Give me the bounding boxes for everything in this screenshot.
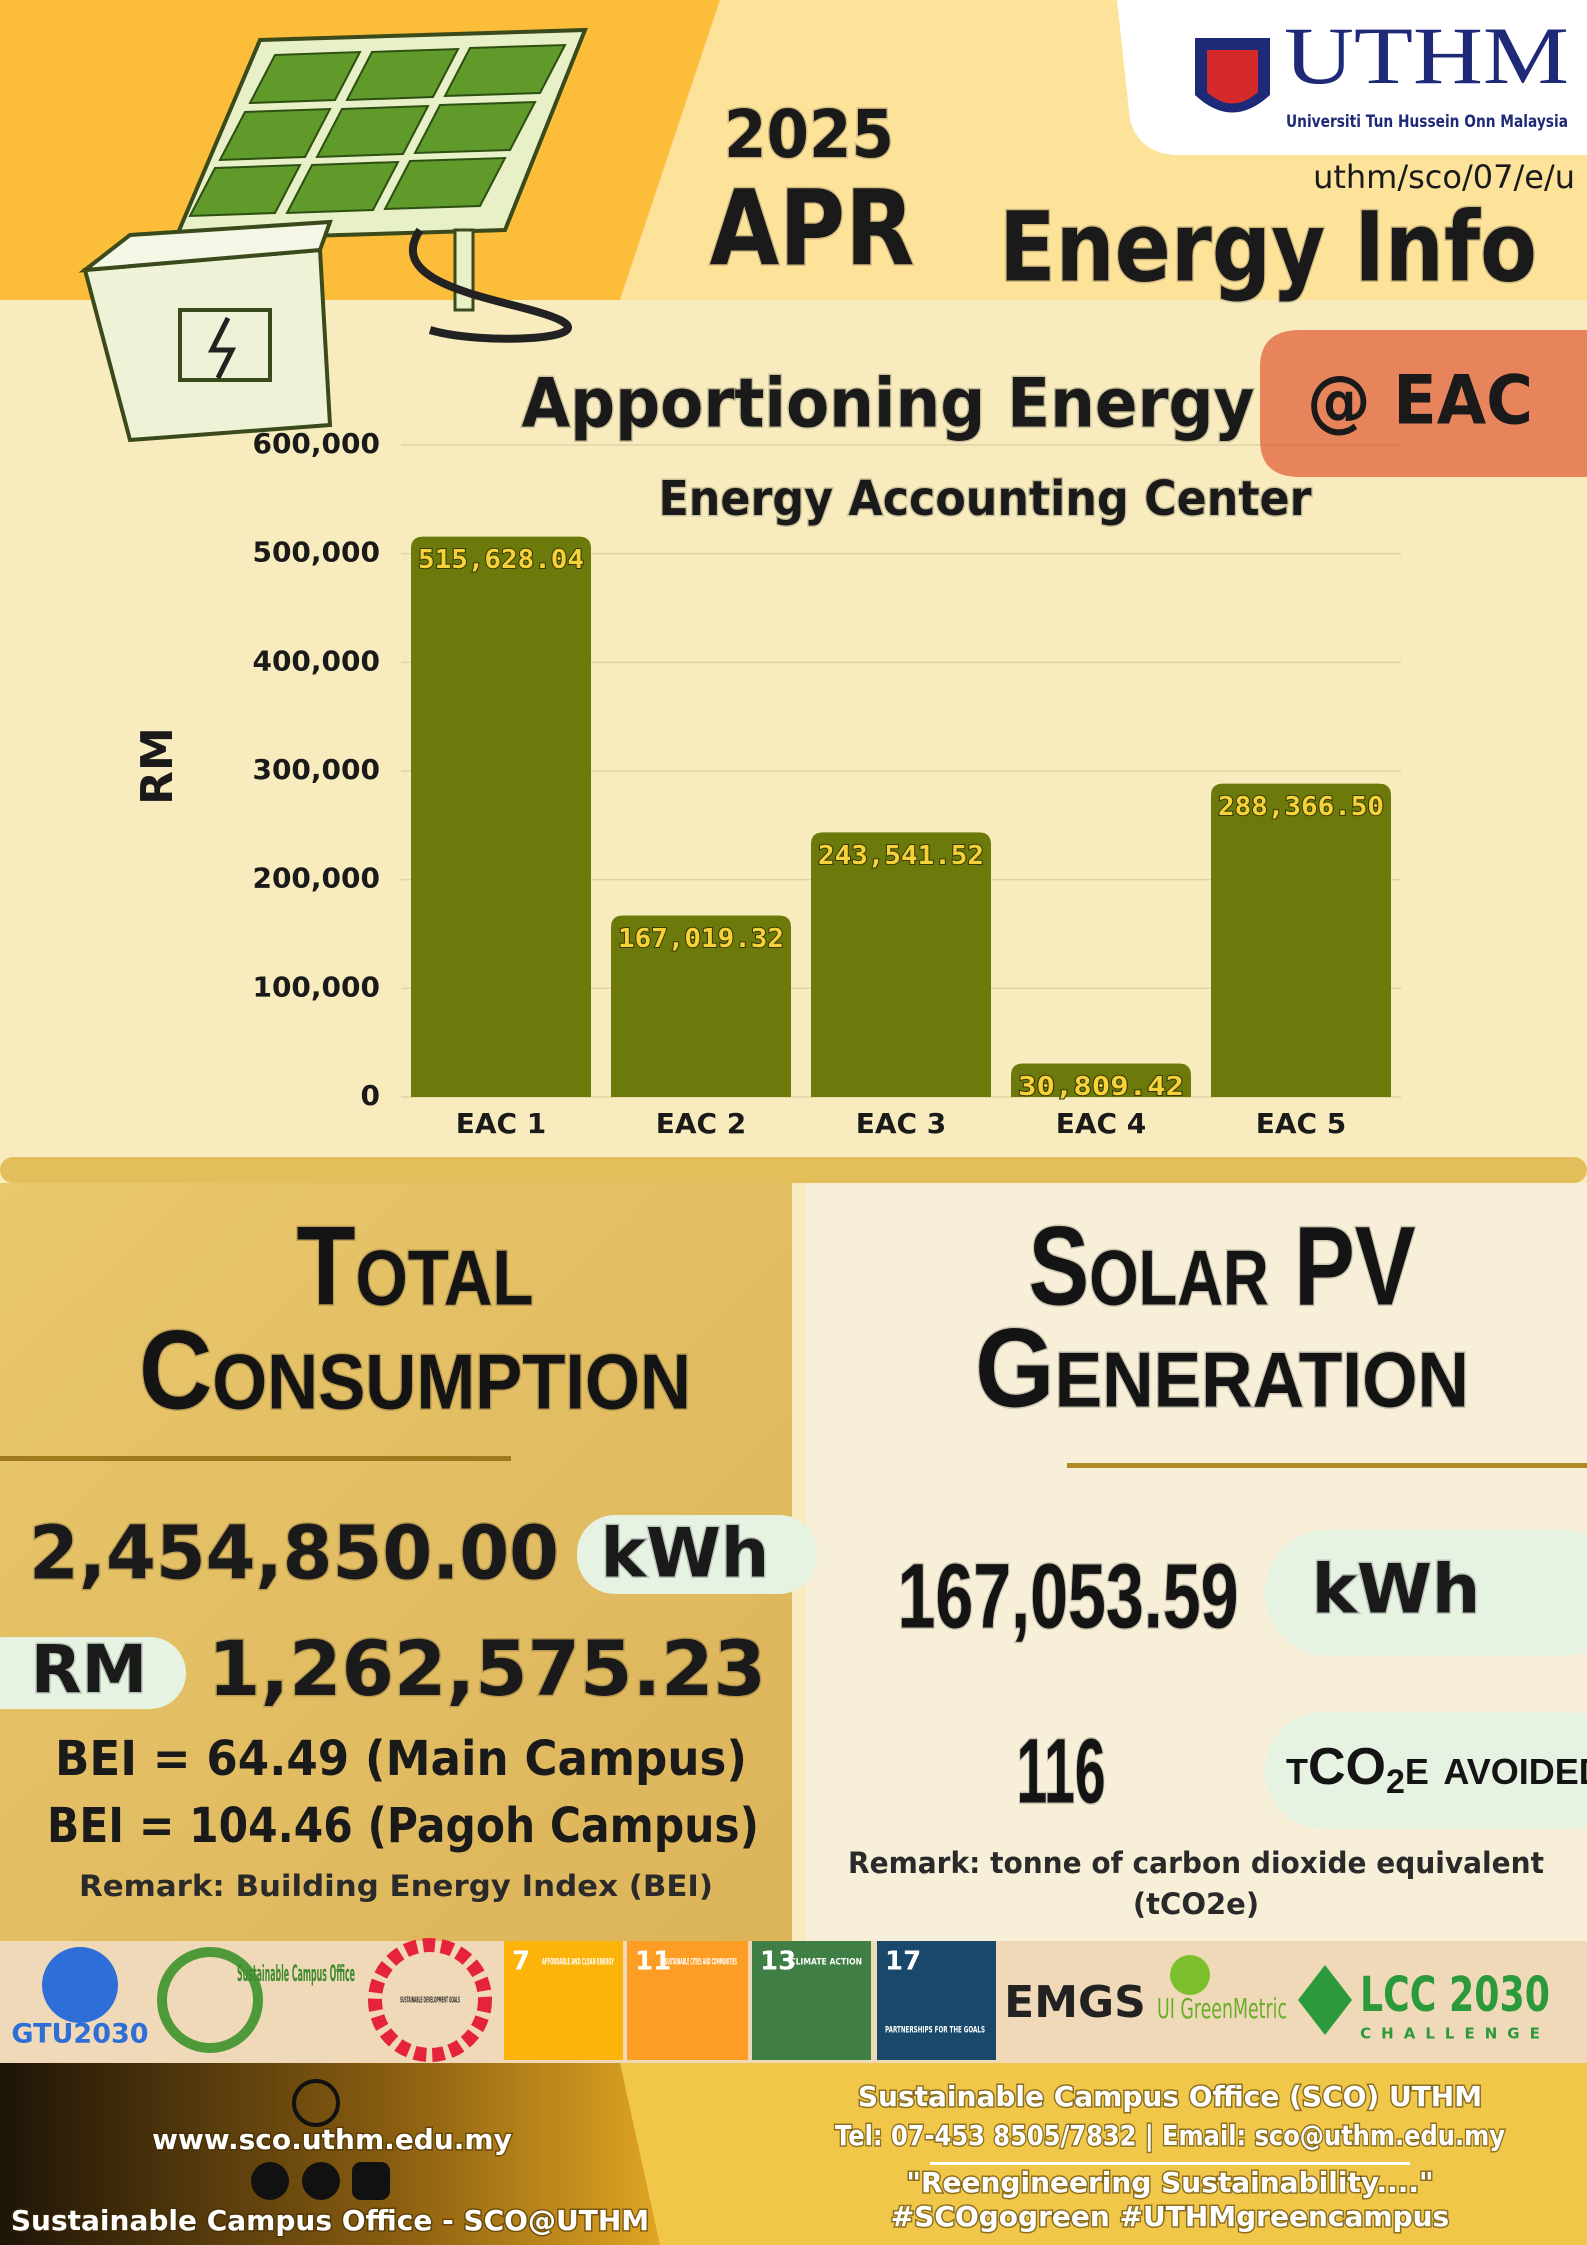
sdg-label: PARTNERSHIPS FOR THE GOALS (885, 2026, 985, 2036)
y-tick-label: 400,000 (252, 644, 380, 677)
unit-pill (1265, 1530, 1587, 1656)
solar-kwh-unit: kWh (1312, 1551, 1481, 1630)
sdg-number: 7 (512, 1947, 530, 1977)
value-label: 515,628.04 (418, 545, 584, 575)
underline (0, 1456, 511, 1461)
sdg-label: CLIMATE ACTION (790, 1958, 862, 1968)
bar-chart: 0 100,000 200,000 300,000 400,000 500,000 600,… (252, 427, 1401, 1140)
rm-value: 1,262,575.23 (208, 1624, 766, 1713)
footer-rule (930, 2162, 1410, 2165)
contact: Tel: 07-453 8505/7832 | Email: sco@uthm.… (835, 2119, 1505, 2152)
x-tick-label: EAC 2 (656, 1107, 747, 1140)
logo-sco: Sustainable Campus Office (237, 1962, 355, 1987)
underline (1067, 1463, 1587, 1468)
sdg-number: 11 (635, 1947, 671, 1977)
sdg-tiles: 7 AFFORDABLE AND CLEAN ENERGY 11SUSTAINABL… (512, 1947, 985, 2036)
carbon-unit-sub: 2 (1386, 1763, 1405, 1801)
logo-lcc: LCC 2030 (1360, 1967, 1550, 2023)
x-tick-label: EAC 4 (1056, 1107, 1147, 1140)
sdg-label: AFFORDABLE AND CLEAN ENERGY (542, 1958, 614, 1968)
chart-title: Apportioning Energy (522, 365, 1255, 444)
value-label: 243,541.52 (818, 841, 984, 871)
office: Sustainable Campus Office (SCO) UTHM (858, 2080, 1482, 2113)
bar (411, 536, 591, 1097)
value-label: 167,019.32 (618, 924, 784, 954)
logo-gtu: GTU2030 (11, 2019, 148, 2050)
y-tick-label: 300,000 (252, 753, 380, 786)
y-tick-label: 500,000 (252, 536, 380, 569)
solar-illustration (78, 27, 588, 443)
kwh-value: 2,454,850.00 (29, 1511, 559, 1597)
social-handle: Sustainable Campus Office - SCO@UTHM (11, 2204, 649, 2237)
chart-subtitle: Energy Accounting Center (659, 471, 1312, 527)
logo-sdg-wheel: SUSTAINABLE DEVELOPMENT GOALS (400, 1996, 460, 2005)
uthm-logo: UTHM Universiti Tun Hussein Onn Malaysia (1195, 10, 1569, 132)
remark: (tCO2e) (1133, 1887, 1259, 1921)
slogan: "Reengineering Sustainability...." (906, 2166, 1433, 2199)
value-label: 288,366.50 (1218, 792, 1384, 822)
consumption-title: Consumption (139, 1308, 691, 1433)
social-icons (251, 2162, 390, 2200)
solar-title: Generation (975, 1306, 1469, 1431)
consumption-title: Total (297, 1204, 534, 1329)
chart-title-badge: @ EAC (1307, 362, 1533, 441)
solar-title: Solar PV (1029, 1204, 1416, 1329)
logo-name: UTHM (1284, 10, 1569, 101)
logo-subtitle: Universiti Tun Hussein Onn Malaysia (1286, 112, 1568, 132)
solar-kwh-value: 167,053.59 (898, 1545, 1239, 1647)
logo-greenmetric: UI GreenMetric (1157, 1992, 1287, 2025)
year: 2025 (724, 96, 894, 173)
bei: BEI = 64.49 (Main Campus) (55, 1731, 747, 1787)
divider (0, 1157, 1587, 1183)
logo-lcc-sub: CHALLENGE (1360, 2025, 1550, 2043)
kwh-unit: kWh (601, 1515, 770, 1594)
carbon-unit: tCO2e avoided (1286, 1738, 1587, 1801)
bei: BEI = 104.46 (Pagoh Campus) (47, 1798, 759, 1854)
rm-unit: RM (31, 1631, 148, 1708)
sdg-number: 17 (885, 1947, 921, 1977)
globe-icon (292, 2079, 340, 2127)
bar (1211, 783, 1391, 1097)
carbon-unit-prefix: tCO (1286, 1738, 1386, 1796)
header-title: Energy Info (999, 191, 1537, 303)
y-tick-label: 100,000 (252, 970, 380, 1003)
badge (1260, 330, 1587, 477)
x-tick-label: EAC 5 (1256, 1107, 1347, 1140)
carbon-unit-suffix: e avoided (1405, 1738, 1587, 1796)
bar (611, 915, 791, 1097)
carbon-value: 116 (1017, 1720, 1106, 1822)
y-tick-label: 0 (361, 1079, 380, 1112)
x-tick-label: EAC 1 (456, 1107, 547, 1140)
y-tick-label: 600,000 (252, 427, 380, 460)
logo-emgs: EMGS (1004, 1977, 1146, 2028)
x-tick-label: EAC 3 (856, 1107, 947, 1140)
sdg-label: SUSTAINABLE CITIES AND COMMUNITIES (665, 1958, 737, 1968)
reference-code: uthm/sco/07/e/u (1313, 158, 1575, 196)
footer-left (0, 2063, 660, 2245)
y-axis-label: RM (132, 727, 183, 805)
unit-pill (577, 1515, 817, 1594)
remark: Remark: tonne of carbon dioxide equivale… (848, 1846, 1544, 1880)
website: www.sco.uthm.edu.my (152, 2123, 512, 2156)
value-label: 30,809.42 (1018, 1072, 1184, 1102)
unit-pill (0, 1637, 186, 1709)
hashtags: #SCOgogreen #UTHMgreencampus (891, 2200, 1449, 2233)
sdg-number: 13 (760, 1947, 796, 1977)
month: APR (710, 167, 915, 289)
bar (811, 832, 991, 1097)
unit-pill (1265, 1712, 1587, 1829)
logos: GTU2030 Sustainable Campus Office SUSTAI… (11, 1938, 1550, 2062)
remark: Remark: Building Energy Index (BEI) (79, 1869, 713, 1903)
bar (1011, 1063, 1191, 1097)
y-tick-label: 200,000 (252, 862, 380, 895)
